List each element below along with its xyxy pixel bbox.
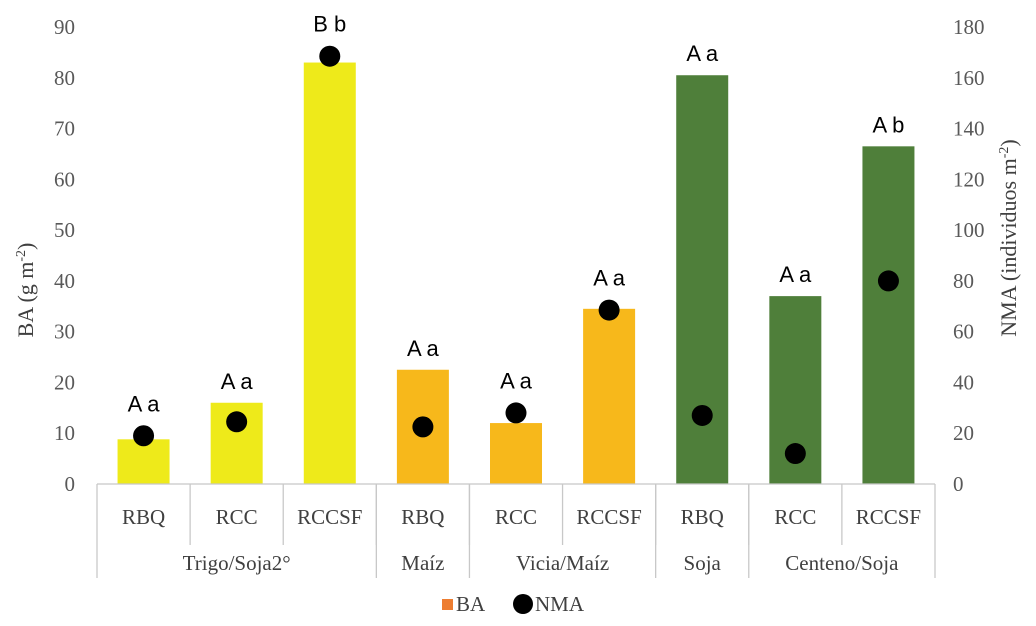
category-label: RBQ: [122, 505, 165, 529]
y-tick-label: 70: [54, 117, 75, 141]
category-label: RCC: [495, 505, 537, 529]
nma-point: [133, 425, 155, 447]
y-tick-label: 0: [65, 472, 76, 496]
nma-point: [598, 299, 620, 321]
y2-tick-label: 0: [953, 472, 964, 496]
y2-tick-label: 40: [953, 370, 974, 394]
y2-tick-label: 60: [953, 320, 974, 344]
category-label: RCC: [774, 505, 816, 529]
ba-bar: [303, 62, 356, 485]
y-tick-label: 60: [54, 167, 75, 191]
data-label: A a: [128, 391, 161, 416]
group-labels: Trigo/Soja2° Maíz Vicia/Maíz Soja Centeno/So…: [183, 551, 899, 575]
y-tick-label: 50: [54, 218, 75, 242]
group-label: Soja: [684, 551, 722, 575]
category-label: RCC: [216, 505, 258, 529]
y-tick-label: 80: [54, 66, 75, 90]
data-label: A a: [779, 262, 812, 287]
ba-bar: [862, 146, 915, 485]
y-axis-right: 0 20 40 60 80 100 120 140 160 180: [953, 15, 985, 496]
y2-axis-title-end: ): [996, 139, 1021, 146]
data-label: A a: [686, 41, 719, 66]
nma-point: [691, 404, 713, 426]
ba-bar: [490, 423, 542, 484]
y-axis-title: BA (g m-2): [13, 243, 38, 338]
data-labels: A a A a B b A a A a A a A a A a A b: [128, 12, 905, 417]
data-label: A b: [873, 112, 905, 137]
data-label: B b: [313, 12, 346, 37]
nma-point: [877, 270, 899, 292]
category-label: RCCSF: [576, 505, 641, 529]
y-tick-label: 30: [54, 320, 75, 344]
y-axis-title-main: BA (g m: [13, 262, 38, 338]
y2-tick-label: 140: [953, 117, 985, 141]
nma-point: [319, 45, 341, 67]
y2-axis-title-main: NMA (individuos m: [996, 158, 1021, 336]
y-tick-label: 90: [54, 15, 75, 39]
data-label: A a: [500, 368, 533, 393]
category-label: RCCSF: [856, 505, 921, 529]
nma-point: [226, 411, 248, 433]
y-axis-title-sup: -2: [14, 250, 29, 262]
ba-bar: [117, 439, 170, 484]
legend-nma-swatch: [513, 594, 533, 614]
legend-ba-label: BA: [456, 592, 486, 616]
y-axis-title-end: ): [13, 243, 38, 250]
ba-bar: [583, 308, 636, 484]
nma-point: [784, 443, 806, 465]
y-axis-left: 0 10 20 30 40 50 60 70 80 90: [54, 15, 75, 496]
nma-point: [412, 416, 434, 438]
y2-tick-label: 80: [953, 269, 974, 293]
group-label: Trigo/Soja2°: [183, 551, 291, 575]
y2-tick-label: 20: [953, 421, 974, 445]
data-label: A a: [593, 266, 626, 291]
y2-tick-label: 160: [953, 66, 985, 90]
category-label: RCCSF: [297, 505, 362, 529]
legend-nma-label: NMA: [535, 592, 585, 616]
group-label: Vicia/Maíz: [516, 551, 609, 575]
y2-axis-title: NMA (individuos m-2): [996, 139, 1021, 336]
data-label: A a: [221, 369, 254, 394]
group-label: Maíz: [401, 551, 444, 575]
group-label: Centeno/Soja: [785, 551, 899, 575]
y2-tick-label: 180: [953, 15, 985, 39]
y-tick-label: 40: [54, 269, 75, 293]
y2-tick-label: 100: [953, 218, 985, 242]
y2-tick-label: 120: [953, 167, 985, 191]
y-tick-label: 10: [54, 421, 75, 445]
data-label: A a: [407, 336, 440, 361]
legend-ba-swatch: [442, 599, 453, 610]
legend: BA NMA: [442, 592, 585, 616]
y2-axis-title-sup: -2: [997, 147, 1012, 159]
y-tick-label: 20: [54, 370, 75, 394]
nma-point: [505, 402, 527, 424]
nma-points: [133, 45, 899, 465]
category-axis: [96, 483, 936, 578]
category-label: RBQ: [401, 505, 444, 529]
category-labels: RBQ RCC RCCSF RBQ RCC RCCSF RBQ RCC RCCSF: [122, 505, 921, 529]
category-label: RBQ: [681, 505, 724, 529]
